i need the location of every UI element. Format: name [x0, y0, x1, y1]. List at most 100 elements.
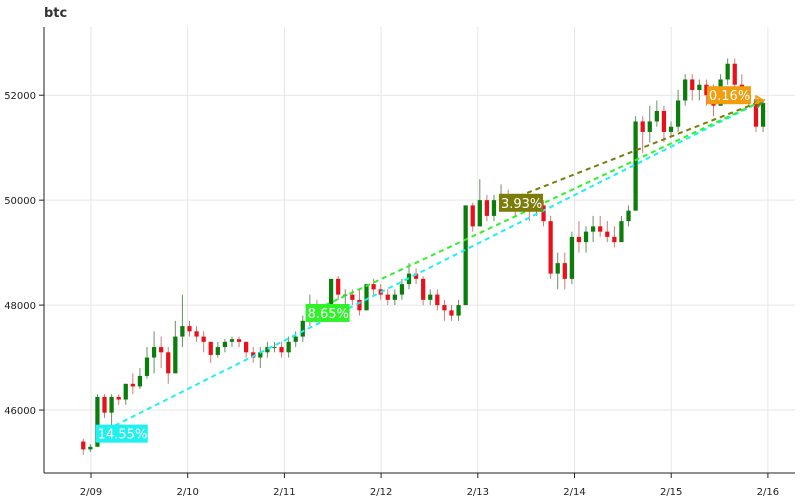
candle-body [123, 383, 128, 400]
candle-body [336, 278, 341, 295]
candle-body [760, 103, 766, 127]
candle-body [392, 294, 397, 300]
candle-body [300, 320, 305, 337]
candle-body [328, 278, 334, 316]
candle-body [222, 341, 228, 348]
x-tick-label: 2/12 [370, 487, 392, 498]
candle-body [173, 336, 178, 374]
x-tick-label: 2/09 [80, 487, 102, 498]
candle-body [81, 441, 86, 450]
annotation-label: 3.93% [501, 197, 542, 212]
candle-body [463, 205, 468, 306]
candle-body [753, 100, 759, 127]
candle-body [180, 326, 185, 337]
candle-body [421, 278, 426, 300]
y-tick-label: 52000 [4, 91, 36, 102]
candle-body [385, 294, 390, 300]
annotation-label: 0.16% [709, 89, 750, 104]
annotations: 14.55% 8.65% 3.93% 0.16% [95, 86, 766, 443]
y-tick-label: 50000 [4, 196, 36, 207]
candle-body [690, 79, 695, 90]
candle-body [470, 205, 475, 227]
candles [81, 58, 766, 455]
candle-body [258, 352, 263, 358]
candle-body [555, 263, 560, 274]
annotation-line [308, 99, 764, 314]
annotation-label-box [706, 86, 751, 105]
x-tick-label: 2/15 [660, 487, 682, 498]
annotation-line [98, 99, 764, 435]
x-tick-label: 2/13 [467, 487, 489, 498]
candle-body [583, 231, 589, 243]
candle-body [491, 200, 497, 216]
candle-body [229, 339, 235, 342]
candle-body [435, 294, 440, 306]
candle-body [236, 339, 242, 342]
candle-body [208, 341, 213, 355]
candle-body [442, 305, 447, 311]
candle-body [640, 121, 645, 132]
y-tick-label: 48000 [4, 301, 36, 312]
candle-body [137, 375, 143, 387]
candle-body [633, 121, 638, 211]
x-tick-label: 2/16 [757, 487, 779, 498]
candle-body [612, 236, 617, 243]
candle-body [371, 284, 376, 290]
x-tick-label: 2/11 [273, 487, 295, 498]
candle-body [675, 100, 681, 127]
candle-body [279, 347, 284, 353]
candle-body [477, 200, 482, 227]
candle-body [116, 396, 121, 400]
candle-body [661, 110, 667, 132]
candle-body [251, 352, 256, 358]
candle-body [647, 121, 652, 132]
candle-body [144, 357, 150, 376]
candle-body [88, 446, 93, 450]
candle-body [194, 331, 199, 337]
candle-body [484, 200, 490, 216]
candle-body [683, 79, 688, 101]
candle-body [576, 236, 582, 243]
annotation-line [501, 99, 764, 204]
candle-body [272, 347, 277, 349]
candle-body [569, 236, 574, 279]
candle-body [201, 336, 206, 342]
candle-body [428, 294, 433, 300]
candle-body [456, 305, 461, 316]
candle-body [732, 63, 737, 85]
candle-body [350, 294, 355, 300]
candle-body [109, 396, 114, 413]
chart-title: btc [44, 6, 68, 21]
y-tick-label: 46000 [4, 406, 36, 417]
candle-body [95, 396, 100, 447]
annotation-arrowhead [754, 94, 766, 105]
x-tick-label: 2/10 [176, 487, 198, 498]
candle-body [187, 326, 192, 332]
candle-body [357, 299, 362, 311]
annotation-label-box [95, 424, 148, 443]
candle-body [598, 226, 603, 232]
candle-body [244, 341, 249, 353]
candle-body [654, 110, 659, 122]
x-tick-label: 2/14 [563, 487, 585, 498]
candle-body [668, 126, 674, 132]
candle-body [704, 84, 709, 96]
candle-body [626, 210, 631, 222]
candle-body [364, 284, 369, 311]
annotation-label-box [305, 303, 350, 322]
candle-body [619, 221, 624, 243]
candle-body [151, 347, 157, 358]
candle-body [725, 63, 730, 80]
candle-body [548, 221, 553, 274]
candle-body [130, 383, 135, 387]
grid [44, 27, 795, 473]
candle-body [265, 347, 270, 353]
candle-body [562, 263, 567, 279]
candle-body [286, 341, 291, 353]
candle-body [166, 352, 171, 374]
candle-body [541, 205, 546, 222]
candle-body [590, 226, 596, 232]
axes: 2/09 2/10 2/11 2/12 2/13 2/14 2/15 2/16 46000 480… [4, 27, 795, 498]
candle-body [399, 284, 405, 295]
candle-body [293, 336, 298, 342]
